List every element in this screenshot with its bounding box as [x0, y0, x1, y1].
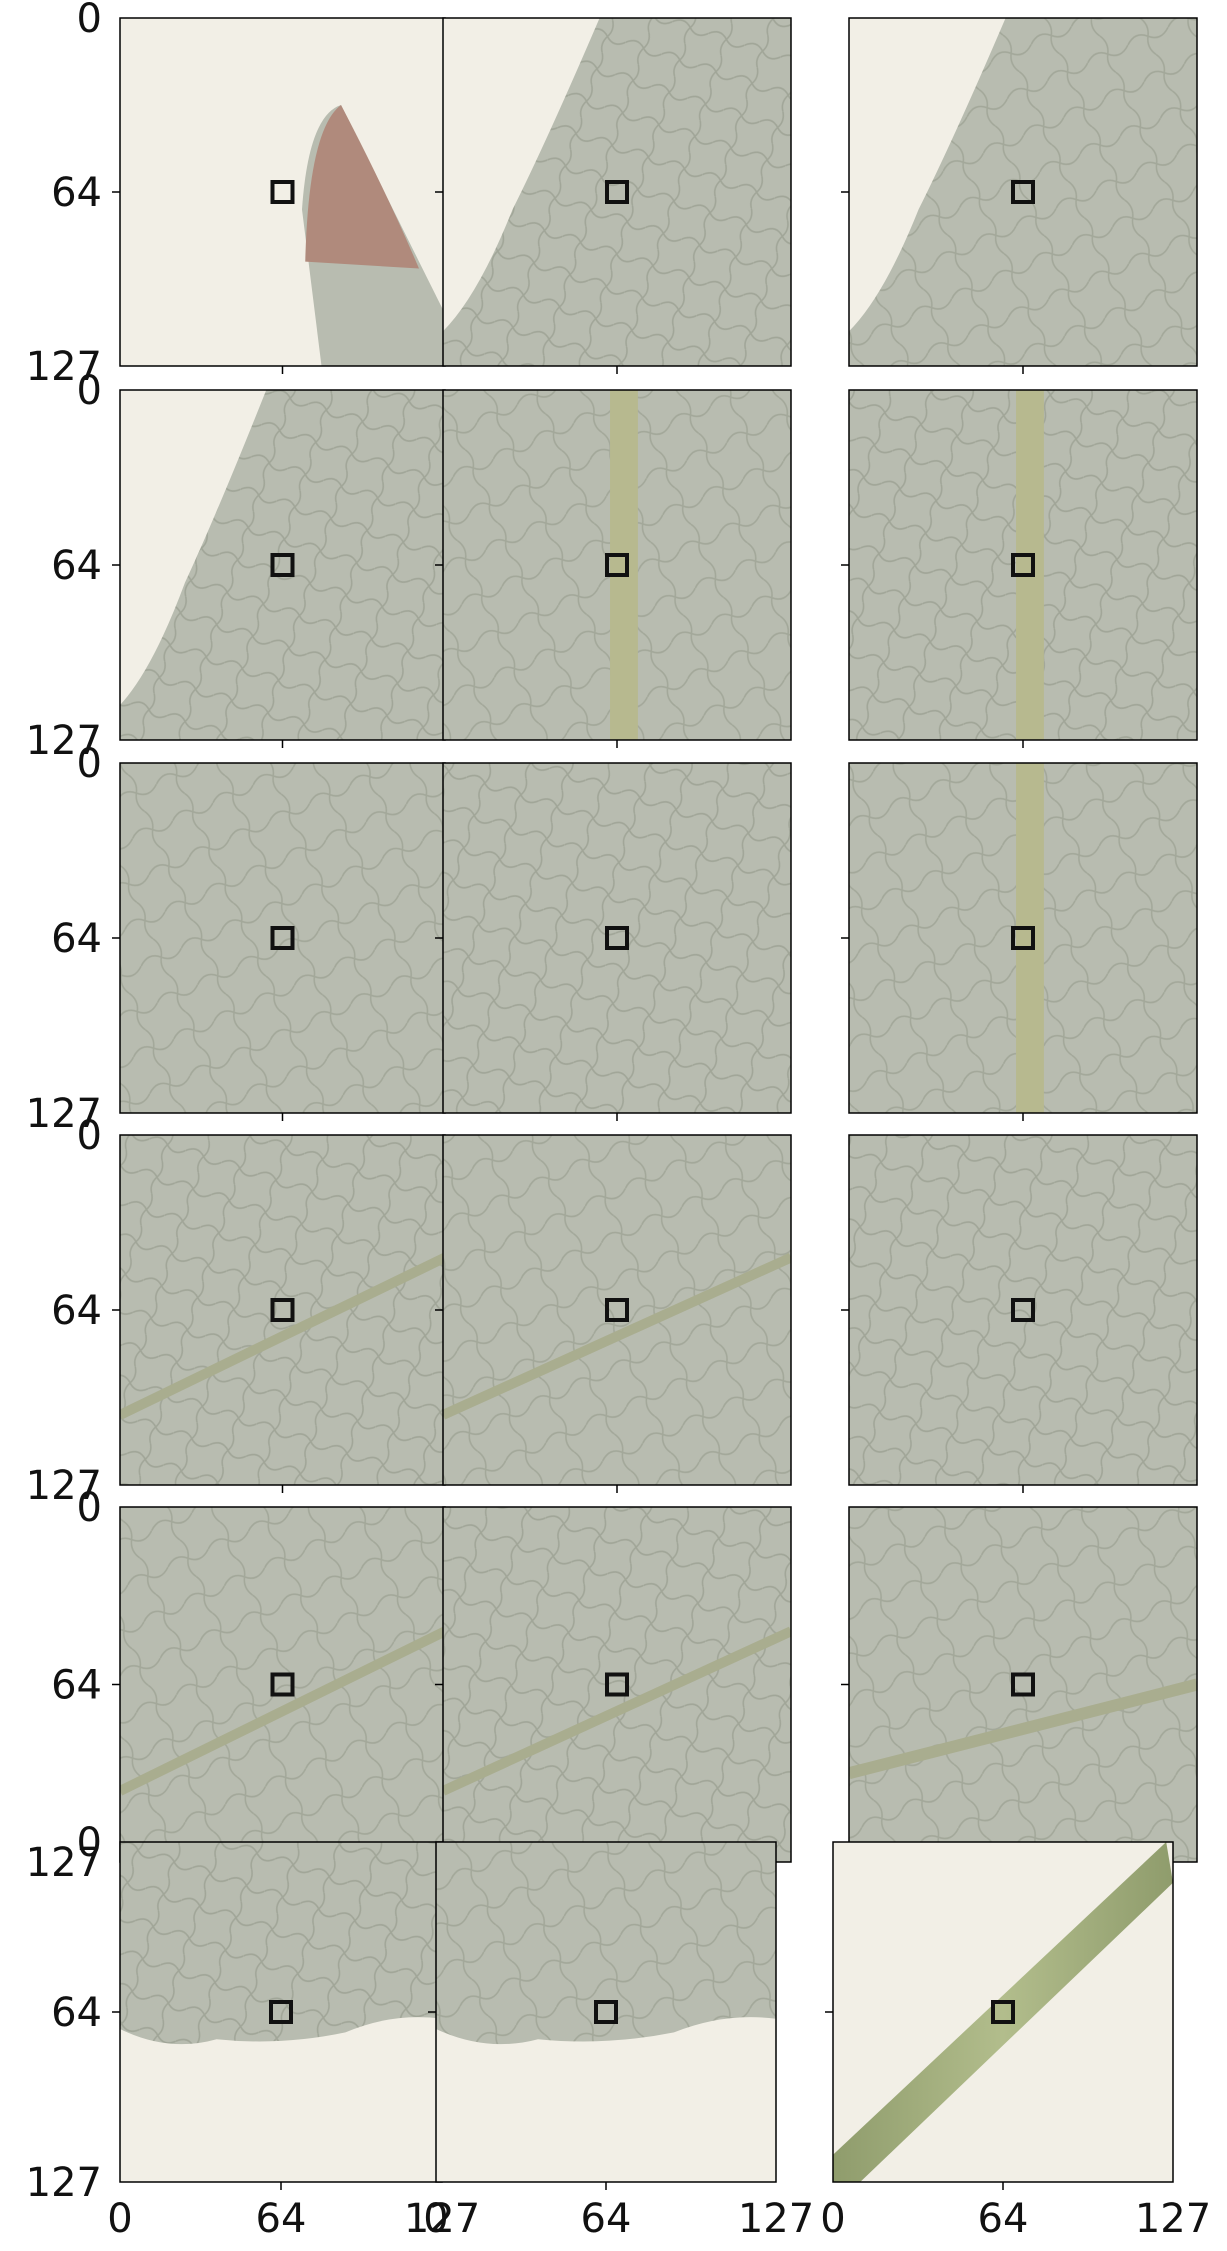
petiole-shape	[833, 1842, 1173, 2182]
marker-square	[1011, 1672, 1035, 1697]
x-tick-label: 64	[581, 2196, 632, 2242]
x-tick-label: 64	[256, 2196, 307, 2242]
y-tick-label: 127	[26, 2160, 102, 2206]
panel-lateral-vein-diagonal-4	[435, 1506, 792, 1870]
panel-lateral-vein-horizontal	[841, 1506, 1198, 1870]
panel-leaf-tip-necrotic	[112, 17, 446, 374]
panel-blade-venation-2	[435, 762, 792, 1121]
x-tick-label: 127	[404, 2196, 480, 2242]
venation-texture	[120, 763, 445, 1113]
venation-texture	[443, 1507, 791, 1862]
marker-square	[605, 180, 629, 204]
y-tick-label: 0	[77, 1113, 102, 1159]
x-tick-label: 127	[738, 2196, 814, 2242]
y-tick-label: 64	[51, 170, 102, 216]
paper-background	[443, 18, 600, 332]
necrotic-tissue	[305, 105, 419, 269]
marker-square	[1011, 1298, 1035, 1322]
marker-square	[605, 926, 629, 950]
y-tick-label: 64	[51, 1990, 102, 2036]
venation-texture	[849, 1507, 1197, 1862]
marker-square	[269, 2000, 293, 2024]
midrib	[1016, 763, 1044, 1113]
y-tick-label: 64	[51, 916, 102, 962]
lateral-vein	[849, 1678, 1197, 1780]
lateral-vein	[120, 1253, 445, 1420]
panel-leaf-margin-serrated	[112, 389, 446, 748]
panel-leaf-margin-top-right	[435, 17, 792, 374]
panel-lateral-vein-diagonal-2	[435, 1134, 792, 1493]
y-tick-label: 127	[26, 1091, 102, 1137]
venation-texture	[120, 1507, 445, 1862]
y-tick-label: 0	[77, 368, 102, 414]
lateral-vein	[120, 1626, 445, 1796]
paper-background	[120, 2017, 442, 2182]
midrib	[1016, 390, 1044, 740]
y-tick-label: 127	[26, 344, 102, 390]
y-tick-label: 64	[51, 543, 102, 589]
panel-midrib-vertical-1	[435, 389, 792, 748]
marker-square	[270, 180, 295, 204]
y-tick-label: 0	[77, 1820, 102, 1866]
marker-square	[270, 553, 295, 577]
marker-square	[1011, 180, 1035, 204]
venation-texture	[849, 1135, 1197, 1485]
marker-square	[1011, 926, 1035, 950]
panel-midrib-vertical-2	[841, 389, 1198, 748]
lateral-vein	[443, 1626, 791, 1796]
y-tick-label: 64	[51, 1288, 102, 1334]
panel-petiole-stem	[825, 1841, 1174, 2190]
x-tick-label: 64	[978, 2196, 1029, 2242]
venation-texture	[120, 1135, 445, 1485]
marker-square	[594, 2000, 618, 2024]
x-tick-label: 0	[423, 2196, 448, 2242]
marker-square	[605, 1298, 629, 1322]
panel-blade-venation-1	[112, 762, 446, 1121]
venation-texture	[443, 1135, 791, 1485]
y-tick-label: 127	[26, 718, 102, 764]
panel-midrib-branching	[841, 762, 1198, 1121]
marker-square	[991, 2000, 1015, 2024]
y-tick-label: 127	[26, 1840, 102, 1886]
panel-leaf-bottom-margin-2	[428, 1841, 777, 2190]
paper-background	[436, 2017, 776, 2182]
x-tick-label: 127	[1135, 2196, 1211, 2242]
marker-square	[270, 926, 295, 950]
x-tick-label: 0	[107, 2196, 132, 2242]
x-tick-label: 0	[820, 2196, 845, 2242]
venation-texture	[443, 763, 791, 1113]
panel-blade-venation-3	[841, 1134, 1198, 1493]
panel-leaf-margin-left-edge	[841, 17, 1198, 374]
y-tick-label: 0	[77, 0, 102, 42]
y-tick-label: 0	[77, 741, 102, 787]
marker-square	[605, 1672, 629, 1697]
marker-square	[605, 553, 629, 577]
y-tick-label: 127	[26, 1463, 102, 1509]
panel-leaf-bottom-margin-1	[112, 1841, 443, 2190]
midrib	[610, 390, 638, 740]
paper-background	[120, 390, 267, 705]
panel-lateral-vein-diagonal-3	[112, 1506, 446, 1870]
marker-square	[270, 1672, 295, 1697]
panel-lateral-vein-diagonal-1	[112, 1134, 446, 1493]
lateral-vein	[443, 1252, 791, 1420]
y-tick-label: 64	[51, 1663, 102, 1709]
paper-background	[849, 18, 1006, 332]
marker-square	[270, 1298, 295, 1322]
y-tick-label: 0	[77, 1485, 102, 1531]
marker-square	[1011, 553, 1035, 577]
